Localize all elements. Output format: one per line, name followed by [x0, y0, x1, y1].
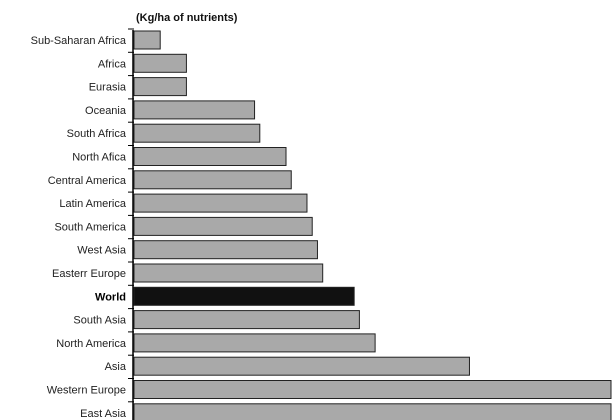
bar-south-africa: [133, 123, 261, 143]
category-label: World: [95, 291, 126, 303]
category-label: East Asia: [80, 408, 127, 420]
bar-eurasia: [133, 77, 187, 97]
category-label: South Asia: [73, 315, 126, 327]
category-label: Latin America: [59, 198, 127, 210]
bar-world: [133, 286, 355, 306]
chart-title: (Kg/ha of nutrients): [136, 12, 238, 24]
category-label: Asia: [105, 361, 127, 373]
bar-central-america: [133, 170, 292, 190]
bar-oceania: [133, 100, 256, 120]
category-label: Western Europe: [47, 385, 126, 397]
bar-sub-saharan-africa: [133, 30, 161, 50]
category-label: North America: [56, 338, 127, 350]
category-label: South Africa: [67, 128, 127, 140]
category-label: South America: [54, 221, 126, 233]
category-label: Central America: [48, 175, 127, 187]
bar-easterr-europe: [133, 263, 324, 283]
bar-western-europe: [133, 380, 612, 399]
bar-south-asia: [133, 310, 360, 330]
category-label: Easterr Europe: [52, 268, 126, 280]
category-label: Africa: [98, 58, 127, 70]
category-label: Eurasia: [89, 82, 127, 94]
bar-asia: [133, 356, 470, 376]
bar-latin-america: [133, 193, 308, 213]
category-label: Oceania: [85, 105, 127, 117]
category-label: Sub-Saharan Africa: [31, 35, 127, 47]
bar-africa: [133, 53, 187, 73]
bar-west-asia: [133, 240, 318, 260]
bar-south-america: [133, 216, 313, 236]
bar-north-afica: [133, 147, 287, 166]
bar-north-america: [133, 333, 376, 353]
category-label: North Afica: [72, 152, 127, 164]
bar-east-asia: [133, 403, 612, 420]
category-label: West Asia: [77, 245, 127, 257]
